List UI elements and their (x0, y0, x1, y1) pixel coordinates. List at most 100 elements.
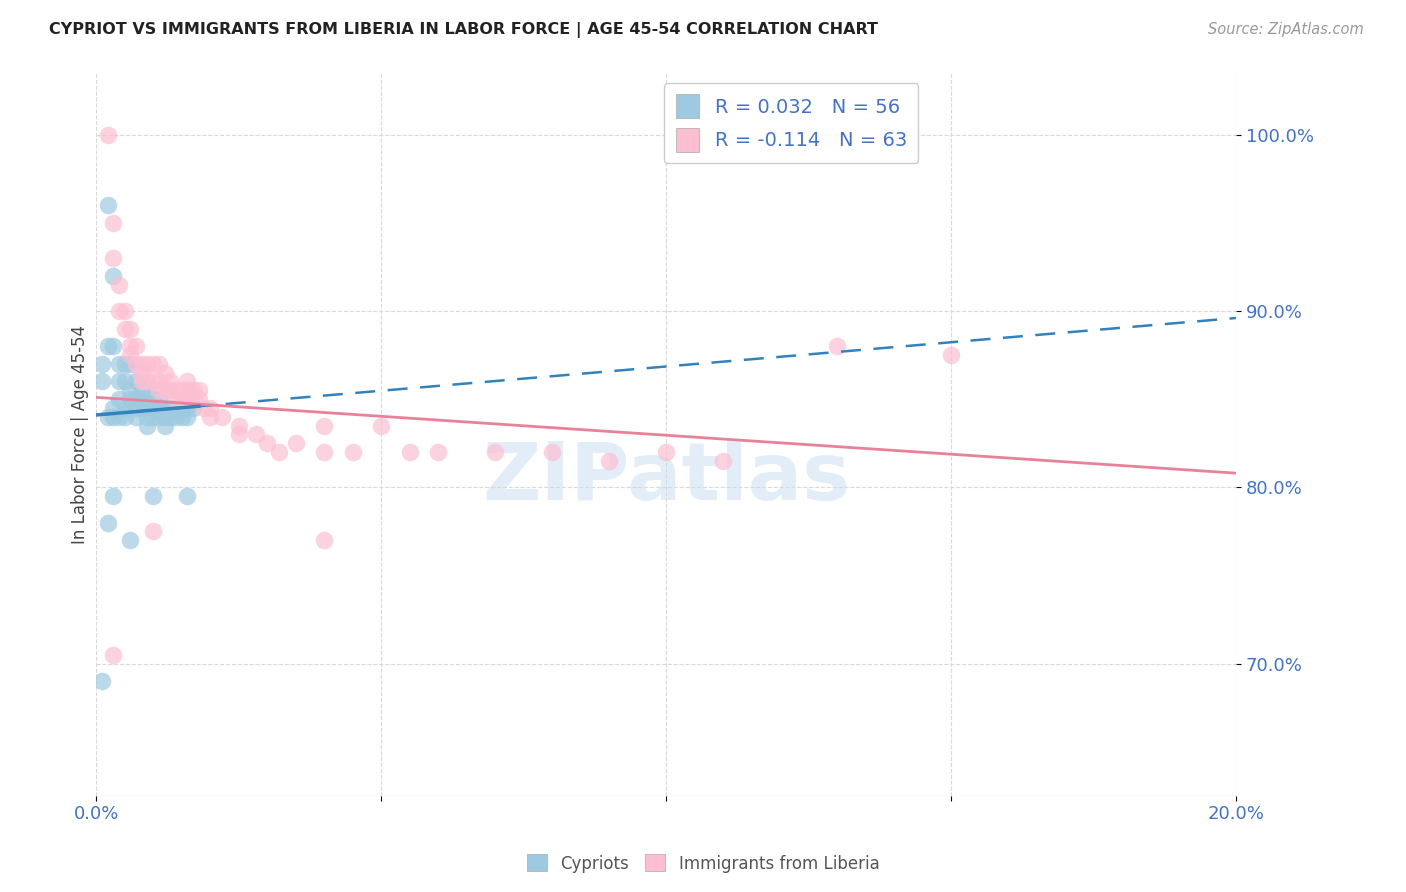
Point (165, 392, 187, 406)
Point (114, 357, 136, 371)
Point (170, 401, 193, 415)
Point (148, 392, 170, 406)
Point (655, 445, 678, 459)
Point (131, 401, 153, 415)
Point (165, 401, 187, 415)
Point (187, 392, 209, 406)
Point (170, 409, 193, 424)
Legend: R = 0.032   N = 56, R = -0.114   N = 63: R = 0.032 N = 56, R = -0.114 N = 63 (664, 83, 918, 163)
Point (142, 524, 165, 539)
Point (90, 375, 112, 389)
Point (142, 489, 165, 503)
Point (176, 409, 198, 424)
Point (120, 357, 142, 371)
Point (97, 339, 120, 353)
Point (131, 366, 153, 380)
Point (125, 339, 148, 353)
Point (120, 533, 142, 548)
Point (108, 304, 131, 318)
Point (136, 384, 159, 398)
Point (136, 357, 159, 371)
Point (125, 375, 148, 389)
Point (711, 454, 734, 468)
Point (120, 339, 142, 353)
Point (148, 409, 170, 424)
Point (120, 392, 142, 406)
Point (541, 445, 564, 459)
Point (153, 418, 176, 433)
Point (97, 409, 120, 424)
Point (159, 384, 181, 398)
Point (176, 384, 198, 398)
Text: CYPRIOT VS IMMIGRANTS FROM LIBERIA IN LABOR FORCE | AGE 45-54 CORRELATION CHART: CYPRIOT VS IMMIGRANTS FROM LIBERIA IN LA… (49, 22, 879, 38)
Point (136, 375, 159, 389)
Point (120, 321, 142, 335)
Point (159, 409, 181, 424)
Point (120, 401, 142, 415)
Point (427, 445, 450, 459)
Point (181, 401, 204, 415)
Point (267, 445, 290, 459)
Point (825, 339, 848, 353)
Point (103, 251, 125, 265)
Point (142, 375, 165, 389)
Point (114, 409, 136, 424)
Point (142, 392, 165, 406)
Point (97, 516, 120, 530)
Point (939, 348, 962, 362)
Point (136, 409, 159, 424)
Text: ZIPatlas: ZIPatlas (482, 439, 851, 516)
Point (228, 427, 250, 442)
Point (90, 674, 112, 689)
Y-axis label: In Labor Force | Age 45-54: In Labor Force | Age 45-54 (72, 325, 89, 544)
Point (103, 268, 125, 283)
Point (165, 409, 187, 424)
Point (114, 304, 136, 318)
Point (187, 384, 209, 398)
Point (170, 384, 193, 398)
Point (314, 533, 336, 548)
Point (398, 445, 420, 459)
Point (228, 418, 250, 433)
Point (148, 357, 170, 371)
Point (148, 401, 170, 415)
Point (198, 409, 221, 424)
Point (90, 357, 112, 371)
Point (108, 357, 131, 371)
Point (103, 216, 125, 230)
Point (176, 375, 198, 389)
Point (142, 409, 165, 424)
Point (108, 277, 131, 292)
Point (120, 384, 142, 398)
Point (131, 357, 153, 371)
Point (256, 436, 278, 450)
Legend: Cypriots, Immigrants from Liberia: Cypriots, Immigrants from Liberia (520, 847, 886, 880)
Point (108, 375, 131, 389)
Point (142, 401, 165, 415)
Point (153, 401, 176, 415)
Point (103, 339, 125, 353)
Point (153, 384, 176, 398)
Point (198, 401, 221, 415)
Point (114, 321, 136, 335)
Point (131, 384, 153, 398)
Point (181, 384, 204, 398)
Point (153, 409, 176, 424)
Point (125, 409, 148, 424)
Point (103, 401, 125, 415)
Point (176, 489, 198, 503)
Point (370, 418, 392, 433)
Point (125, 357, 148, 371)
Point (131, 392, 153, 406)
Point (136, 401, 159, 415)
Point (108, 409, 131, 424)
Point (142, 357, 165, 371)
Point (342, 445, 364, 459)
Point (114, 375, 136, 389)
Point (97, 128, 120, 142)
Point (314, 445, 336, 459)
Point (125, 401, 148, 415)
Point (176, 392, 198, 406)
Point (97, 198, 120, 212)
Point (114, 401, 136, 415)
